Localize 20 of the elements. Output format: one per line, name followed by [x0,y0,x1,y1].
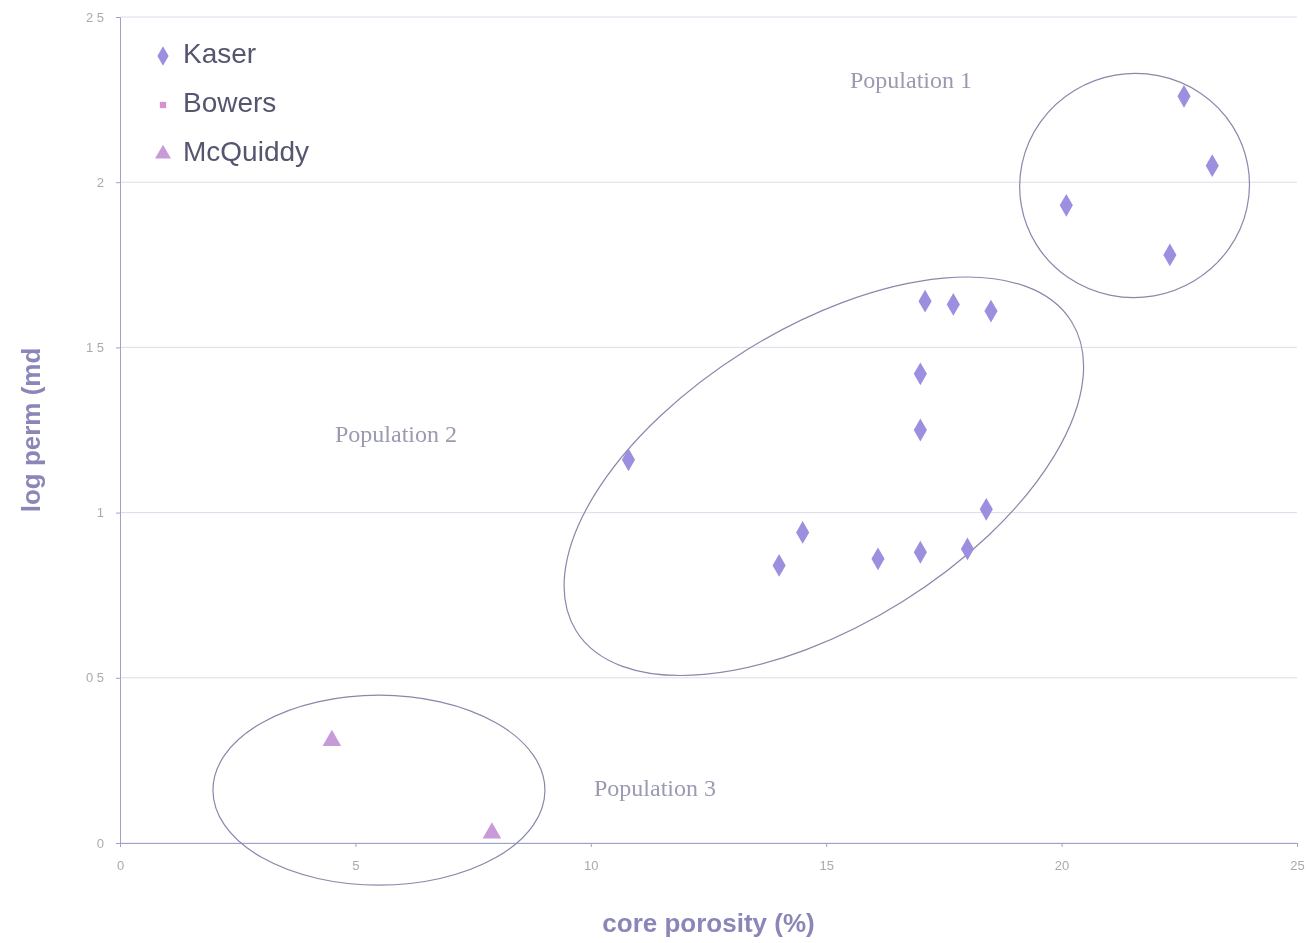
x-tick-label: 25 [1290,858,1305,874]
legend-label: Kaser [183,38,257,70]
legend-label: Bowers [183,87,277,119]
x-tick-label: 10 [584,858,599,874]
annotation: Population 2 [334,420,458,447]
x-axis-title: core porosity (%) [602,908,815,938]
y-tick-label: 1 [96,505,104,521]
annotation: Population 3 [593,774,717,801]
x-tick-label: 20 [1054,858,1070,874]
annotation: Population 1 [849,66,973,93]
x-tick-label: 5 [352,858,360,874]
x-tick-label: 15 [819,858,834,874]
y-tick-label: 1 5 [85,340,104,356]
y-axis-title: log perm (md [16,347,46,513]
y-tick-label: 0 5 [85,670,104,686]
y-tick-label: 0 [96,835,104,851]
legend-label: McQuiddy [183,136,310,168]
y-tick-label: 2 [96,174,104,190]
x-tick-label: 0 [116,858,125,874]
y-tick-label: 2 5 [85,9,104,25]
